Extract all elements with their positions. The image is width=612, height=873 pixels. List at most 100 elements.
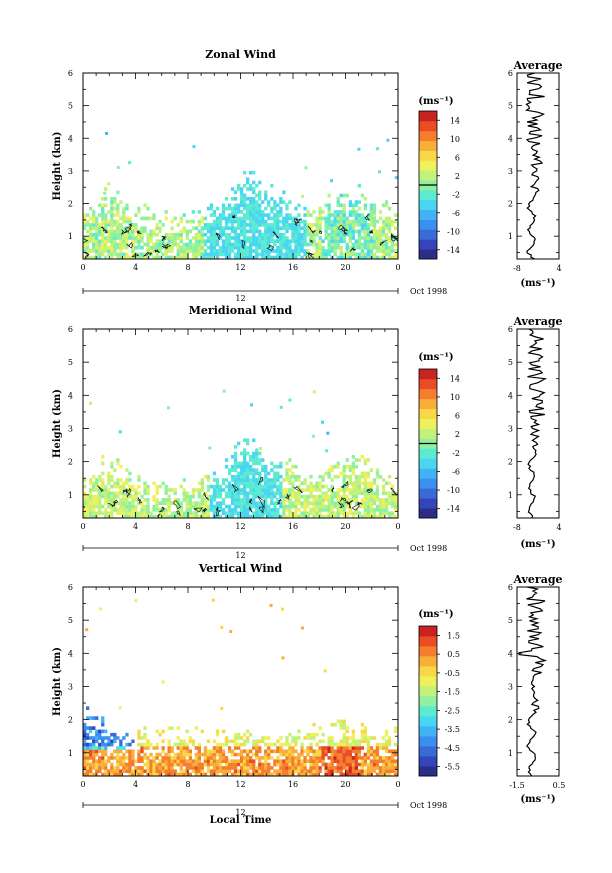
heatmap-cell	[95, 219, 99, 224]
heatmap-cell	[152, 746, 156, 750]
heatmap-cell	[125, 478, 129, 482]
heatmap-cell	[110, 229, 114, 234]
heatmap-cell	[191, 255, 195, 259]
heatmap-cell	[125, 203, 129, 208]
heatmap-cell	[300, 501, 304, 505]
heatmap-cell	[369, 252, 374, 257]
heatmap-cell	[390, 232, 395, 237]
heatmap-cell	[339, 239, 343, 243]
heatmap-cell	[170, 239, 174, 243]
heatmap-cell	[167, 494, 171, 499]
heatmap-cell	[176, 498, 180, 502]
heatmap-cell	[167, 772, 171, 776]
heatmap-cell	[351, 226, 355, 230]
heatmap-cell	[119, 236, 123, 240]
heatmap-cell	[230, 752, 235, 757]
heatmap-cell	[131, 739, 135, 744]
heatmap-cell	[351, 455, 355, 459]
heatmap-cell	[363, 252, 367, 257]
heatmap-cell	[125, 504, 129, 509]
heatmap-cell	[270, 488, 274, 492]
heatmap-cell	[98, 226, 102, 230]
heatmap-cell	[221, 245, 226, 250]
heatmap-cell	[390, 756, 395, 760]
heatmap-cell	[218, 484, 223, 489]
heatmap-cell	[267, 769, 271, 773]
heatmap-cell	[227, 219, 232, 224]
heatmap-cell	[330, 501, 334, 505]
heatmap-cell	[240, 249, 244, 253]
heatmap-cell	[345, 223, 349, 227]
heatmap-cell	[288, 252, 292, 257]
heatmap-cell	[372, 759, 377, 763]
heatmap-cell	[285, 236, 289, 240]
heatmap-cell	[240, 772, 244, 776]
heatmap-cell	[98, 746, 102, 750]
heatmap-cell	[381, 508, 386, 512]
heatmap-cell	[249, 484, 253, 489]
heatmap-cell	[372, 508, 377, 512]
heatmap-cell	[273, 223, 277, 227]
heatmap-cell	[366, 746, 371, 750]
heatmap-cell	[211, 598, 215, 602]
heatmap-cell	[306, 229, 310, 234]
heatmap-cell	[161, 508, 165, 512]
heatmap-cell	[218, 752, 223, 757]
heatmap-cell	[384, 508, 389, 512]
heatmap-cell	[221, 226, 226, 230]
heatmap-cell	[246, 749, 250, 754]
heatmap-cell	[155, 252, 159, 257]
heatmap-cell	[237, 511, 241, 515]
heatmap-cell	[363, 498, 367, 502]
heatmap-cell	[92, 242, 96, 247]
heatmap-cell	[224, 249, 229, 253]
heatmap-cell	[143, 229, 147, 234]
heatmap-cell	[101, 504, 105, 509]
heatmap-cell	[354, 511, 358, 515]
heatmap-cell	[167, 762, 171, 767]
heatmap-cell	[167, 514, 171, 518]
heatmap-cell	[113, 504, 117, 509]
heatmap-cell	[318, 481, 322, 486]
heatmap-cell	[200, 752, 204, 757]
heatmap-cell	[252, 461, 256, 466]
x-tick-label: 20	[340, 263, 350, 272]
heatmap-cell	[258, 458, 262, 462]
heatmap-cell	[116, 772, 120, 776]
heatmap-cell	[116, 229, 120, 234]
heatmap-cell	[363, 478, 367, 482]
heatmap-cell	[179, 766, 183, 770]
heatmap-cell	[215, 488, 220, 492]
heatmap-cell	[384, 252, 389, 257]
heatmap-cell	[92, 216, 96, 221]
heatmap-cell	[119, 245, 123, 250]
heatmap-cell	[212, 769, 217, 773]
heatmap-cell	[237, 772, 241, 776]
heatmap-cell	[273, 508, 277, 512]
heatmap-cell	[143, 726, 147, 730]
average-x-tick-label: 4	[556, 264, 561, 273]
heatmap-cell	[233, 245, 238, 250]
heatmap-cells	[83, 598, 398, 776]
heatmap-cell	[258, 471, 262, 476]
heatmap-cell	[255, 756, 259, 760]
heatmap-cell	[276, 759, 280, 763]
heatmap-cell	[390, 236, 395, 240]
heatmap-cell	[118, 706, 122, 710]
heatmap-cell	[125, 762, 129, 767]
heatmap-cell	[240, 491, 244, 496]
heatmap-cell	[297, 484, 301, 489]
heatmap-cell	[218, 746, 223, 750]
heatmap-cell	[185, 494, 189, 499]
heatmap-cell	[285, 468, 289, 472]
heatmap-cell	[98, 478, 102, 482]
heatmap-cell	[306, 514, 310, 518]
heatmap-cell	[95, 772, 99, 776]
heatmap-cell	[152, 216, 156, 221]
heatmap-cell	[312, 242, 316, 247]
heatmap-cell	[279, 255, 283, 259]
heatmap-cell	[224, 484, 229, 489]
heatmap-cell	[137, 749, 141, 754]
heatmap-cell	[279, 200, 283, 204]
